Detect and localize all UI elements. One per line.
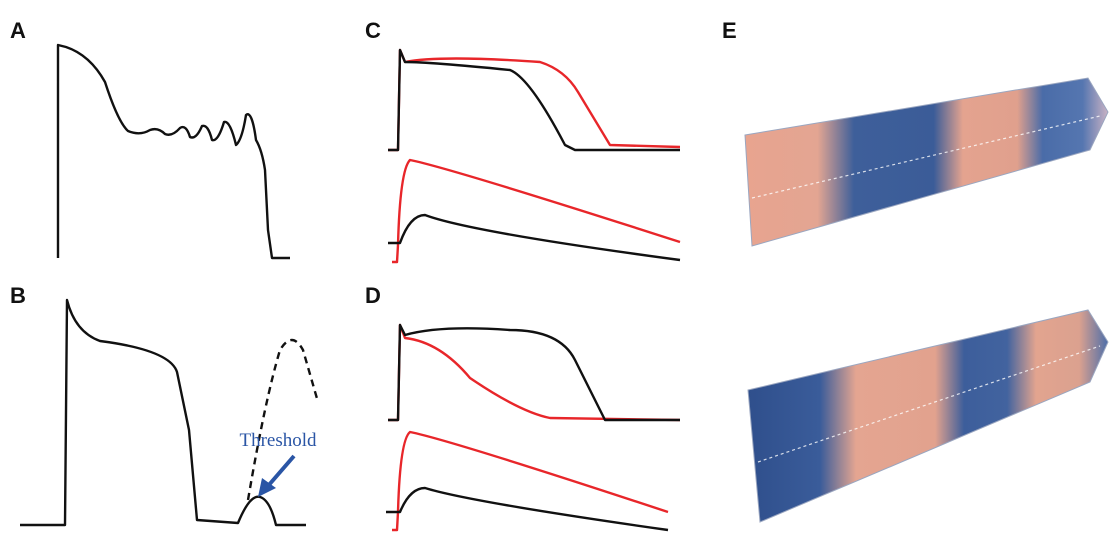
tissue-cylinder xyxy=(745,78,1108,246)
panel-label: A xyxy=(10,18,26,43)
trace xyxy=(388,50,680,150)
panel-label: C xyxy=(365,18,381,43)
panel-label: D xyxy=(365,283,381,308)
panel-label: B xyxy=(10,283,26,308)
annotation: Threshold xyxy=(239,430,317,451)
trace xyxy=(388,325,680,420)
trace xyxy=(58,45,290,258)
trace xyxy=(392,160,680,262)
arrow xyxy=(268,456,294,486)
trace xyxy=(248,340,318,500)
trace xyxy=(388,50,680,150)
tissue-cylinder xyxy=(748,310,1108,522)
trace xyxy=(388,215,680,260)
panel-label: E xyxy=(722,18,737,43)
trace xyxy=(388,325,680,420)
trace xyxy=(386,488,668,530)
figure: A B C D E Threshold xyxy=(0,0,1109,534)
trace xyxy=(392,432,668,530)
